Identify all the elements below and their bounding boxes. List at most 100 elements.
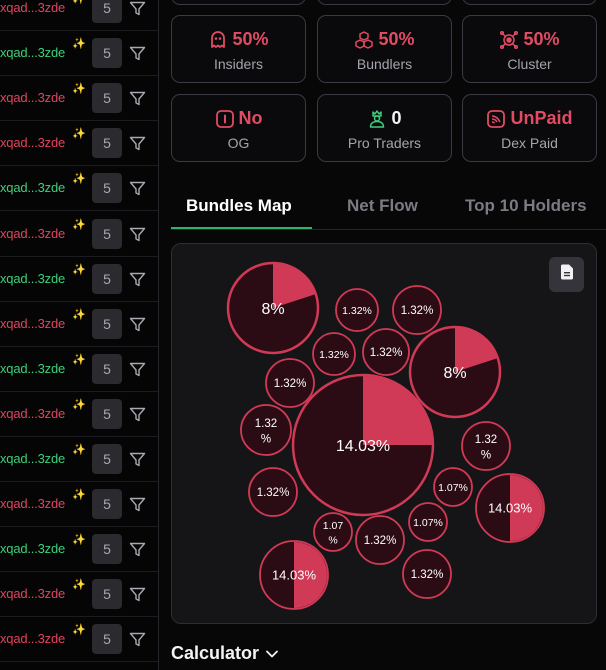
bubble-label: 1.32% <box>257 487 290 499</box>
bubble[interactable]: 14.03% <box>259 540 329 610</box>
og-card[interactable]: No OG <box>171 94 306 162</box>
filter-icon[interactable] <box>129 406 146 423</box>
bubble-label: 8% <box>261 301 284 318</box>
holder-row[interactable]: xqad...3zde ✨ 5 <box>0 121 158 167</box>
holder-row[interactable]: xqad...3zde ✨ 5 <box>0 31 158 77</box>
holder-row[interactable]: xqad...3zde ✨ 5 <box>0 0 158 31</box>
holder-address[interactable]: xqad...3zde <box>0 541 66 557</box>
holder-row[interactable]: xqad...3zde ✨ 5 <box>0 257 158 302</box>
holder-address[interactable]: xqad...3zde <box>0 180 66 196</box>
filter-icon[interactable] <box>129 135 146 152</box>
bubble[interactable]: 8% <box>226 261 320 355</box>
filter-icon[interactable] <box>129 541 146 558</box>
holder-count: 5 <box>92 263 122 294</box>
pro-traders-card[interactable]: 0 Pro Traders <box>317 94 452 162</box>
bubble[interactable]: 1.07% <box>408 502 448 542</box>
bubble-label: 14.03% <box>272 568 317 583</box>
bubble[interactable]: 1.32% <box>402 549 452 599</box>
holder-row[interactable]: xqad...3zde ✨ 5 <box>0 76 158 122</box>
filter-icon[interactable] <box>129 226 146 243</box>
holder-address[interactable]: xqad...3zde <box>0 315 66 331</box>
filter-icon[interactable] <box>129 586 146 603</box>
holder-count: 5 <box>92 308 122 339</box>
pro-traders-value: 0 <box>391 108 402 128</box>
filter-icon[interactable] <box>129 0 146 17</box>
bubble[interactable]: 1.32% <box>265 358 315 408</box>
filter-icon[interactable] <box>129 451 146 468</box>
holder-row[interactable]: xqad...3zde ✨ 5 <box>0 166 158 212</box>
filter-icon[interactable] <box>129 180 146 197</box>
filter-icon[interactable] <box>129 45 146 62</box>
bubble-share-wedge <box>510 475 543 541</box>
holder-address[interactable]: xqad...3zde <box>0 405 66 421</box>
holder-row[interactable]: xqad...3zde ✨ 5 <box>0 482 158 528</box>
bubble[interactable]: 1.32% <box>392 285 442 335</box>
og-label: OG <box>227 135 250 151</box>
tab-top-10-holders[interactable]: Top 10 Holders <box>465 196 587 215</box>
tab-net-flow[interactable]: Net Flow <box>347 196 418 215</box>
og-icon <box>215 109 235 129</box>
holder-row[interactable]: xqad...3zde ✨ 5 <box>0 302 158 347</box>
dex-paid-card[interactable]: UnPaid Dex Paid <box>462 94 597 162</box>
holder-row[interactable]: xqad...3zde ✨ 5 <box>0 437 158 482</box>
report-button[interactable] <box>549 257 584 292</box>
bubble[interactable]: 1.32% <box>240 404 292 456</box>
bubble[interactable]: 1.32% <box>335 288 379 332</box>
bubble[interactable]: 1.32% <box>248 467 298 517</box>
holder-address[interactable]: xqad...3zde <box>0 270 66 286</box>
bubble[interactable]: 1.32% <box>362 328 410 376</box>
holder-address[interactable]: xqad...3zde <box>0 631 66 647</box>
holder-address[interactable]: xqad...3zde <box>0 0 66 15</box>
holder-address[interactable]: xqad...3zde <box>0 90 66 106</box>
holder-count: 5 <box>92 444 122 474</box>
bubble-circle <box>392 285 442 335</box>
holder-row[interactable]: xqad...3zde ✨ 5 <box>0 347 158 392</box>
filter-icon[interactable] <box>129 496 146 513</box>
bundlers-value: 50% <box>378 29 415 49</box>
filter-icon[interactable] <box>129 271 146 288</box>
filter-icon[interactable] <box>129 316 146 333</box>
filter-icon[interactable] <box>129 631 146 648</box>
stat-card-partial <box>171 0 306 5</box>
sparkle-icon: ✨ <box>72 308 86 321</box>
bubble[interactable]: 1.32% <box>461 421 511 471</box>
filter-icon[interactable] <box>129 90 146 107</box>
bubble-map-chart: 8% 1.32% 1.32% 1.32% 1.32% 8% 1.32% 1.32% 14.03%… <box>226 261 545 610</box>
dex-paid-value: UnPaid <box>510 108 573 128</box>
holder-row[interactable]: xqad...3zde ✨ 5 <box>0 617 158 663</box>
holder-address[interactable]: xqad...3zde <box>0 496 66 512</box>
holder-address[interactable]: xqad...3zde <box>0 135 66 151</box>
bubble[interactable]: 1.07% <box>313 512 353 552</box>
cluster-card[interactable]: 50% Cluster <box>462 15 597 83</box>
bubble[interactable]: 8% <box>408 325 502 419</box>
holder-row[interactable]: xqad...3zde ✨ 5 <box>0 572 158 618</box>
holders-list: xqad...3zde ✨ 5 xqad...3zde ✨ 5 xqad...3zde ✨ 5 x… <box>0 0 158 670</box>
bubble-label: 14.03% <box>336 438 390 455</box>
bubble-circle <box>265 358 315 408</box>
sparkle-icon: ✨ <box>72 173 86 186</box>
holder-address[interactable]: xqad...3zde <box>0 451 66 466</box>
insiders-card[interactable]: 50% Insiders <box>171 15 306 83</box>
holder-row[interactable]: xqad...3zde ✨ 5 <box>0 527 158 573</box>
filter-icon[interactable] <box>129 361 146 378</box>
holder-row[interactable]: xqad...3zde ✨ 5 <box>0 212 158 257</box>
tab-baseline <box>171 229 606 230</box>
holder-address[interactable]: xqad...3zde <box>0 225 66 241</box>
holder-address[interactable]: xqad...3zde <box>0 45 66 61</box>
bubble[interactable]: 1.32% <box>355 515 405 565</box>
bubble-label: 1.32% <box>274 378 307 390</box>
holder-row[interactable]: xqad...3zde ✨ 5 <box>0 392 158 437</box>
bubble[interactable]: 14.03% <box>475 473 545 543</box>
bubble[interactable]: 14.03% <box>291 373 435 517</box>
holder-address[interactable]: xqad...3zde <box>0 360 66 376</box>
bubble[interactable]: 1.07% <box>433 467 473 507</box>
bundlers-card[interactable]: 50% Bundlers <box>317 15 452 83</box>
calculator-toggle[interactable]: Calculator <box>171 643 279 664</box>
ghost-icon <box>208 30 228 50</box>
tab-bundles-map[interactable]: Bundles Map <box>186 196 292 215</box>
holder-address[interactable]: xqad...3zde <box>0 586 66 602</box>
sparkle-icon: ✨ <box>72 38 86 51</box>
document-icon <box>560 264 574 285</box>
bubble[interactable]: 1.32% <box>312 332 356 376</box>
insiders-label: Insiders <box>213 56 264 72</box>
